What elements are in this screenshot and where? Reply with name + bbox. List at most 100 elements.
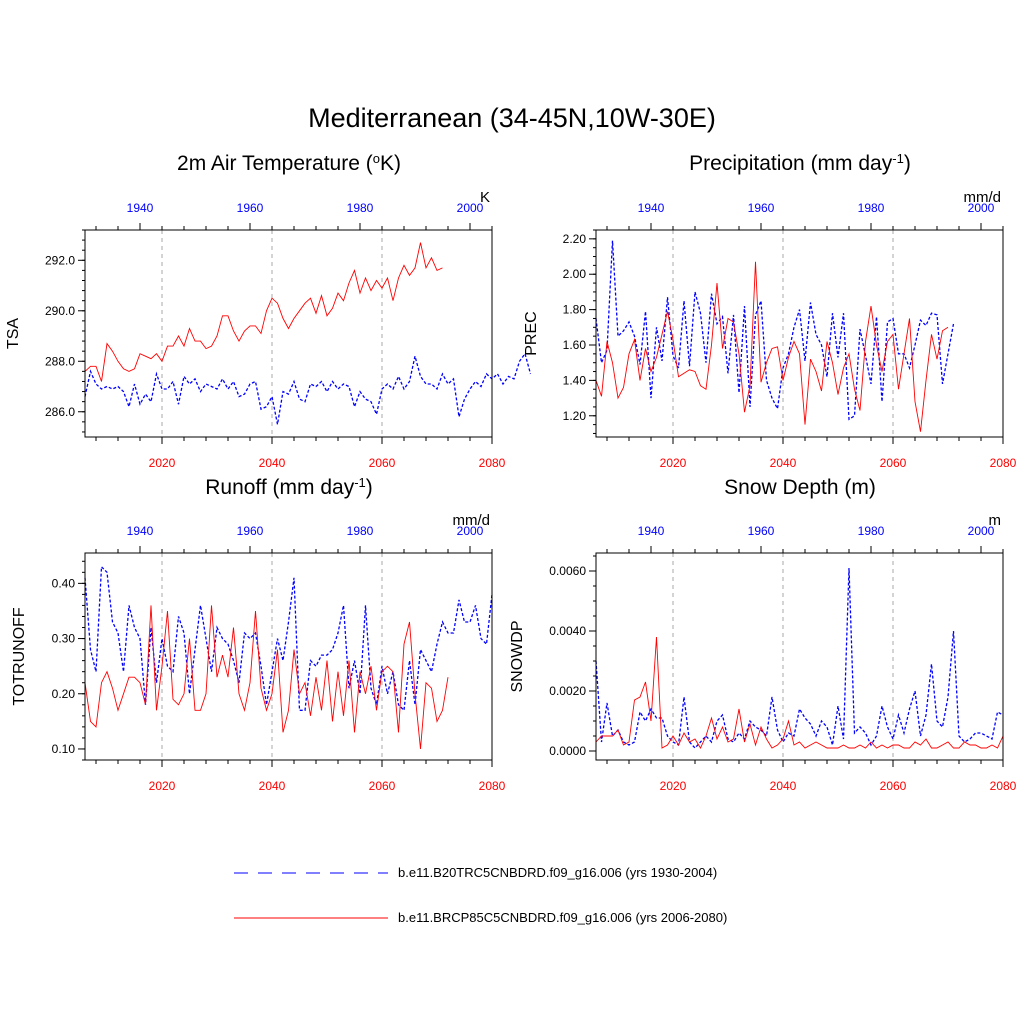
plot-frame-precipitation	[595, 229, 1004, 438]
x-top-tick-label: 2000	[968, 524, 995, 538]
x-bottom-tick-label: 2020	[149, 779, 176, 793]
x-top-tick-label: 1960	[748, 201, 775, 215]
y-tick-label: 0.0060	[549, 564, 586, 578]
x-bottom-tick-label: 2040	[770, 456, 797, 470]
x-top-tick-label: 1980	[858, 524, 885, 538]
mask-bottom	[536, 760, 1024, 778]
panel-title-snow-depth: Snow Depth (m)	[724, 476, 876, 499]
panel-title-sup: -1	[892, 151, 904, 166]
x-bottom-tick-label: 2080	[990, 456, 1017, 470]
series-future-line-runoff	[84, 605, 449, 750]
y-tick-label: 292.0	[45, 253, 75, 267]
x-top-tick-label: 1940	[127, 201, 154, 215]
series-historical-line-precipitation	[595, 240, 955, 421]
x-top-tick-label: 1980	[347, 524, 374, 538]
panel-precipitation: Precipitation (mm day-1) mm/d PREC 1.20 1.40…	[523, 151, 1024, 470]
x-top-tick-label: 1960	[748, 524, 775, 538]
panels: 2m Air Temperature (oK) K TSA 286.0 288.0 290…	[5, 151, 1024, 793]
legend-label-historical: b.e11.B20TRC5CNBDRD.f09_g16.006 (yrs 193…	[398, 865, 717, 880]
y-axis-label-runoff: TOTRUNOFF	[11, 607, 28, 706]
mask-top	[25, 531, 552, 553]
x-top-tick-label: 2000	[457, 524, 484, 538]
x-top-tick-label: 1980	[858, 201, 885, 215]
panel-snow-depth: Snow Depth (m) m SNOWDP 0.0000 0.0020 0.0040 0…	[509, 476, 1024, 793]
y-axis-label-precipitation: PREC	[523, 311, 540, 355]
y-axis-label-temperature: TSA	[5, 318, 22, 349]
y-tick-label: 2.20	[563, 232, 587, 246]
y-tick-label: 288.0	[45, 354, 75, 368]
y-tick-label: 1.60	[563, 338, 587, 352]
x-bottom-tick-label: 2040	[770, 779, 797, 793]
x-top-tick-label: 2000	[457, 201, 484, 215]
series-future-line-precipitation	[595, 261, 949, 432]
y-tick-label: 0.20	[52, 687, 76, 701]
series-future-line-snow-depth	[595, 636, 1004, 749]
y-tick-label: 0.30	[52, 632, 76, 646]
x-bottom-tick-label: 2060	[880, 779, 907, 793]
y-axis-label-snow-depth: SNOWDP	[509, 621, 526, 693]
panel-temperature: 2m Air Temperature (oK) K TSA 286.0 288.0 290…	[5, 151, 552, 470]
units-label-snow-depth: m	[989, 512, 1002, 529]
x-bottom-tick-label: 2060	[369, 456, 396, 470]
y-tick-label: 0.0000	[549, 744, 586, 758]
panel-title-sup: -1	[354, 475, 366, 490]
legend-label-future: b.e11.BRCP85C5CNBDRD.f09_g16.006 (yrs 20…	[398, 910, 727, 925]
y-tick-label: 0.0020	[549, 684, 586, 698]
panel-title-end: )	[366, 476, 373, 499]
x-bottom-tick-label: 2040	[259, 779, 286, 793]
x-top-tick-label: 1940	[638, 524, 665, 538]
panel-title-precipitation: Precipitation (mm day-1)	[689, 151, 911, 176]
x-bottom-tick-label: 2060	[880, 456, 907, 470]
y-tick-label: 286.0	[45, 405, 75, 419]
x-bottom-tick-label: 2020	[660, 779, 687, 793]
units-label-temperature: K	[480, 189, 490, 206]
mask-top	[25, 208, 552, 230]
y-tick-label: 0.0040	[549, 624, 586, 638]
series-historical-line-runoff	[84, 565, 493, 712]
panel-title-main: Runoff (mm day	[205, 476, 354, 499]
panel-title-end: K)	[380, 152, 401, 175]
panel-title-runoff: Runoff (mm day-1)	[205, 475, 373, 500]
x-top-tick-label: 1940	[638, 201, 665, 215]
y-tick-label: 1.20	[563, 409, 587, 423]
mask-bottom	[25, 760, 552, 778]
mask-top	[536, 208, 1024, 230]
units-label-precipitation: mm/d	[964, 189, 1002, 206]
y-tick-label: 2.00	[563, 267, 587, 281]
series-future-line-temperature	[84, 242, 443, 382]
x-bottom-tick-label: 2040	[259, 456, 286, 470]
panel-runoff: Runoff (mm day-1) mm/d TOTRUNOFF 0.10 0.20 0.…	[11, 475, 552, 793]
x-bottom-tick-label: 2080	[479, 456, 506, 470]
panel-title-main: Snow Depth (m)	[724, 476, 876, 499]
plot-frame-runoff	[84, 552, 493, 761]
x-top-tick-label: 1960	[237, 524, 264, 538]
y-tick-label: 1.40	[563, 373, 587, 387]
x-top-tick-label: 1960	[237, 201, 264, 215]
legend: b.e11.B20TRC5CNBDRD.f09_g16.006 (yrs 193…	[234, 865, 727, 925]
panel-title-sup: o	[373, 151, 380, 166]
x-bottom-tick-label: 2020	[149, 456, 176, 470]
y-tick-label: 1.80	[563, 303, 587, 317]
plot-frame-snow-depth	[595, 552, 1004, 761]
panel-title-main: 2m Air Temperature (	[177, 152, 373, 175]
units-label-runoff: mm/d	[453, 512, 491, 529]
x-bottom-tick-label: 2080	[479, 779, 506, 793]
x-top-tick-label: 2000	[968, 201, 995, 215]
x-top-tick-label: 1940	[127, 524, 154, 538]
mask-bottom	[536, 437, 1024, 455]
panel-title-temperature: 2m Air Temperature (oK)	[177, 151, 401, 176]
y-tick-label: 0.10	[52, 742, 76, 756]
x-bottom-tick-label: 2060	[369, 779, 396, 793]
x-bottom-tick-label: 2020	[660, 456, 687, 470]
x-bottom-tick-label: 2080	[990, 779, 1017, 793]
main-title: Mediterranean (34-45N,10W-30E)	[308, 103, 716, 133]
y-tick-label: 0.40	[52, 576, 76, 590]
panel-title-main: Precipitation (mm day	[689, 152, 893, 175]
y-tick-label: 290.0	[45, 304, 75, 318]
mask-bottom	[25, 437, 552, 455]
plot-frame-temperature	[84, 229, 493, 438]
x-top-tick-label: 1980	[347, 201, 374, 215]
series-historical-line-temperature	[84, 352, 532, 425]
panel-title-end: )	[904, 152, 911, 175]
